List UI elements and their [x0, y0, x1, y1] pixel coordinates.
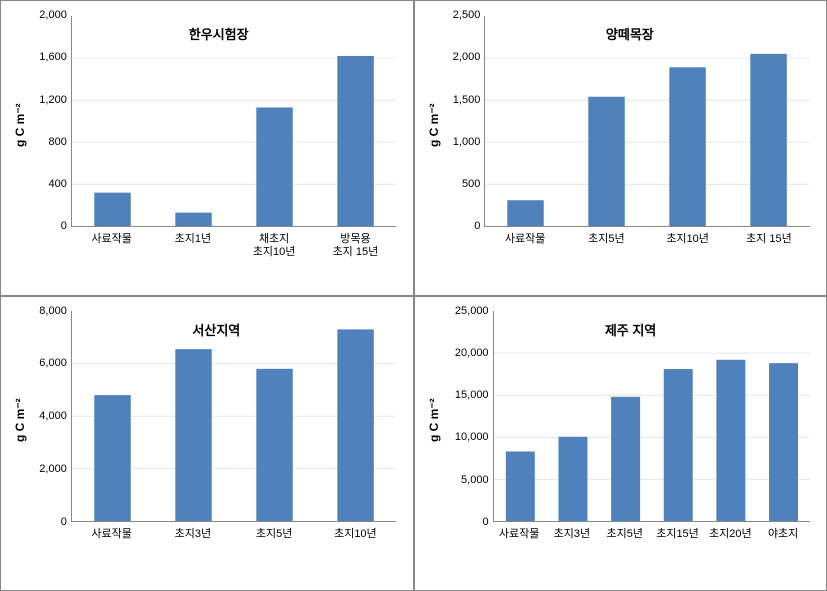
x-tick-label: 초지3년	[153, 528, 233, 541]
x-tick-label: 초지1년	[153, 233, 233, 246]
bar	[94, 192, 130, 226]
y-tick-label: 4,000	[1, 410, 67, 422]
bar	[508, 200, 544, 226]
y-tick-label: 6,000	[1, 357, 67, 369]
x-tick-label: 채초지초지10년	[234, 233, 314, 259]
bar	[663, 369, 692, 521]
plot-area	[71, 16, 396, 227]
y-tick-label: 2,000	[1, 9, 67, 21]
chart-grid: 04008001,2001,6002,000사료작물초지1년채초지초지10년방목…	[0, 0, 827, 591]
y-tick-label: 25,000	[415, 305, 489, 317]
bar	[337, 330, 373, 522]
y-tick-label: 8,000	[1, 305, 67, 317]
y-tick-label: 400	[1, 178, 67, 190]
y-tick-label: 0	[415, 516, 489, 528]
chart-svg	[72, 16, 396, 226]
y-tick-label: 20,000	[415, 347, 489, 359]
bar	[611, 397, 640, 522]
y-tick-label: 1,600	[1, 51, 67, 63]
y-tick-label: 0	[1, 220, 67, 232]
y-tick-label: 2,500	[415, 9, 481, 21]
bar	[256, 107, 292, 226]
chart-svg	[494, 311, 810, 521]
bar	[506, 452, 535, 522]
chart-panel-hanwoo: 0 400 800 1,200 1,600 2,000 사료작물초지1년채초지초지10년방목…	[0, 0, 414, 296]
x-tick-label: 사료작물	[72, 528, 152, 541]
bar	[558, 437, 587, 522]
bar	[716, 360, 745, 522]
y-tick-label: 5,000	[415, 474, 489, 486]
y-tick-label: 0	[1, 516, 67, 528]
bar	[337, 56, 373, 226]
x-tick-label: 초지 15년	[729, 233, 809, 246]
y-tick-label: 10,000	[415, 431, 489, 443]
x-tick-label: 초지10년	[648, 233, 728, 246]
y-axis-label: g C m⁻²	[13, 103, 27, 147]
y-tick-label: 800	[1, 136, 67, 148]
x-tick-label: 사료작물	[485, 233, 565, 246]
plot-area	[484, 16, 809, 227]
y-tick-label: 2,000	[415, 51, 481, 63]
bar	[94, 395, 130, 521]
y-axis-label: g C m⁻²	[427, 103, 441, 147]
chart-svg	[485, 16, 809, 226]
bar	[175, 349, 211, 521]
x-tick-label: 방목용초지 15년	[315, 233, 395, 259]
y-axis-label: g C m⁻²	[13, 399, 27, 443]
plot-area	[71, 311, 396, 522]
y-tick-label: 1,500	[415, 94, 481, 106]
bar	[589, 96, 625, 226]
y-tick-label: 1,200	[1, 94, 67, 106]
chart-panel-jeju: 05,00010,00015,00020,00025,000사료작물초지3년초지…	[414, 296, 827, 591]
chart-panel-seosan: 0 2,000 4,000 6,000 8,000 사료작물초지3년초지5년초지10년 서산…	[0, 296, 414, 591]
bar	[175, 212, 211, 226]
chart-title: 한우시험장	[189, 24, 249, 43]
y-tick-label: 15,000	[415, 389, 489, 401]
bar	[670, 67, 706, 226]
bar	[769, 363, 798, 521]
y-tick-label: 1,000	[415, 136, 481, 148]
x-tick-label: 사료작물	[72, 233, 152, 246]
chart-title: 제주 지역	[605, 320, 656, 339]
chart-panel-sheep: 0 500 1,000 1,500 2,000 2,500 사료작물초지5년초지10년초지 …	[414, 0, 827, 296]
chart-title: 서산지역	[192, 320, 240, 339]
chart-svg	[72, 311, 396, 521]
y-tick-label: 0	[415, 220, 481, 232]
x-tick-label: 초지5년	[234, 528, 314, 541]
chart-title: 양떼목장	[606, 24, 654, 43]
bar	[751, 54, 787, 226]
x-tick-label: 야초지	[743, 528, 823, 541]
bar	[256, 369, 292, 521]
x-tick-label: 초지5년	[566, 233, 646, 246]
x-tick-label: 초지10년	[315, 528, 395, 541]
y-tick-label: 2,000	[1, 463, 67, 475]
y-tick-label: 500	[415, 178, 481, 190]
y-axis-label: g C m⁻²	[427, 399, 441, 443]
plot-area	[493, 311, 810, 522]
